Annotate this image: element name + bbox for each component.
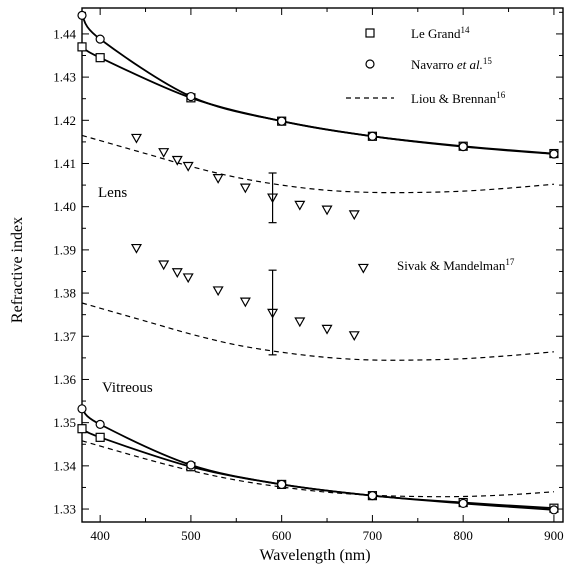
legend-circle-icon xyxy=(365,59,375,69)
y-tick-label: 1.38 xyxy=(53,286,76,301)
triangle-marker-lens-upper xyxy=(212,174,224,184)
square-marker-vitreous xyxy=(77,424,87,434)
circle-marker-lens xyxy=(77,10,87,20)
triangle-marker-lens-lower xyxy=(357,263,369,274)
triangle-marker-lens-upper xyxy=(171,155,183,166)
annotation-label: Lens xyxy=(98,185,127,201)
triangle-marker-lens-lower xyxy=(321,324,333,335)
triangle-marker-lens-upper xyxy=(158,148,170,158)
triangle-marker-lens-upper xyxy=(294,200,306,211)
plot-border xyxy=(81,7,564,523)
y-tick-label: 1.40 xyxy=(53,199,76,214)
triangle-marker-lens-upper xyxy=(182,161,194,172)
circle-marker-lens xyxy=(277,116,287,126)
x-axis-title: Wavelength (nm) xyxy=(259,547,370,564)
circle-marker-vitreous xyxy=(95,419,105,429)
circle-marker-vitreous xyxy=(458,498,468,509)
y-tick-label: 1.34 xyxy=(53,458,76,473)
x-tick-label: 700 xyxy=(363,528,383,543)
square-marker-lens xyxy=(95,53,105,63)
x-tick-label: 500 xyxy=(181,528,201,543)
plot-frame xyxy=(81,7,564,523)
triangle-marker-lens-lower xyxy=(239,297,251,308)
y-tick-label: 1.42 xyxy=(53,113,76,128)
series-line-navarro-et-al-vitreous xyxy=(81,408,554,511)
circle-marker-lens xyxy=(186,91,196,102)
triangle-marker-lens-lower xyxy=(158,260,170,271)
y-tick-label: 1.36 xyxy=(53,372,76,387)
series-line-liou-brennan-lens-lower xyxy=(81,302,554,361)
axis-ticks: 400 500 600 700 800 900 1.33 1.34 1.35 1.36 1.37 1.… xyxy=(53,8,564,543)
y-tick-label: 1.37 xyxy=(53,329,76,344)
y-tick-label: 1.43 xyxy=(53,70,76,85)
triangle-marker-lens-lower xyxy=(171,268,183,278)
circle-marker-vitreous xyxy=(186,460,196,470)
x-tick-label: 800 xyxy=(453,528,473,543)
annotations: Lens Vitreous Sivak & Mandelman17 xyxy=(98,185,515,396)
square-marker-lens xyxy=(77,42,87,52)
triangle-marker-lens-upper xyxy=(321,205,333,216)
error-bars xyxy=(268,172,277,356)
x-tick-label: 400 xyxy=(90,528,110,543)
circle-marker-lens xyxy=(458,142,468,152)
x-tick-label: 600 xyxy=(272,528,292,543)
y-axis-title: Refractive index xyxy=(9,217,26,323)
circle-marker-vitreous xyxy=(277,479,287,490)
y-tick-label: 1.44 xyxy=(53,26,76,41)
circle-marker-vitreous xyxy=(77,404,87,414)
legend: Le Grand14 Navarro et al.15 Liou & Brennan… xyxy=(346,25,506,106)
triangle-marker-lens-upper xyxy=(239,183,251,194)
circle-marker-lens xyxy=(367,131,378,141)
series-line-navarro-et-al-lens xyxy=(81,14,554,155)
legend-label: Navarro et al.15 xyxy=(411,56,492,72)
markers-layer xyxy=(77,10,559,515)
annotation-label: Sivak & Mandelman17 xyxy=(397,257,515,273)
triangle-marker-lens-lower xyxy=(182,273,194,284)
triangle-marker-lens-lower xyxy=(212,286,224,297)
circle-marker-vitreous xyxy=(367,491,378,501)
circle-marker-lens xyxy=(95,34,105,44)
x-tick-label: 900 xyxy=(544,528,564,543)
annotation-label: Vitreous xyxy=(102,380,153,396)
series-line-liou-brennan-vitreous xyxy=(81,440,554,498)
legend-label: Le Grand14 xyxy=(411,25,470,41)
y-tick-label: 1.39 xyxy=(53,242,76,257)
triangle-marker-lens-upper xyxy=(348,210,360,221)
triangle-marker-lens-lower xyxy=(294,317,306,328)
triangle-marker-lens-lower xyxy=(348,331,360,342)
y-tick-label: 1.35 xyxy=(53,415,76,430)
series-line-liou-brennan-lens-upper xyxy=(81,134,554,194)
circle-marker-vitreous xyxy=(549,505,559,515)
circle-marker-lens xyxy=(549,149,559,159)
triangle-marker-lens-upper xyxy=(130,133,142,144)
y-tick-label: 1.41 xyxy=(53,156,76,171)
y-tick-label: 1.33 xyxy=(53,502,76,517)
square-marker-vitreous xyxy=(95,432,105,442)
legend-label: Liou & Brennan16 xyxy=(411,90,506,106)
legend-square-icon xyxy=(365,28,375,38)
triangle-marker-lens-lower xyxy=(130,243,142,254)
